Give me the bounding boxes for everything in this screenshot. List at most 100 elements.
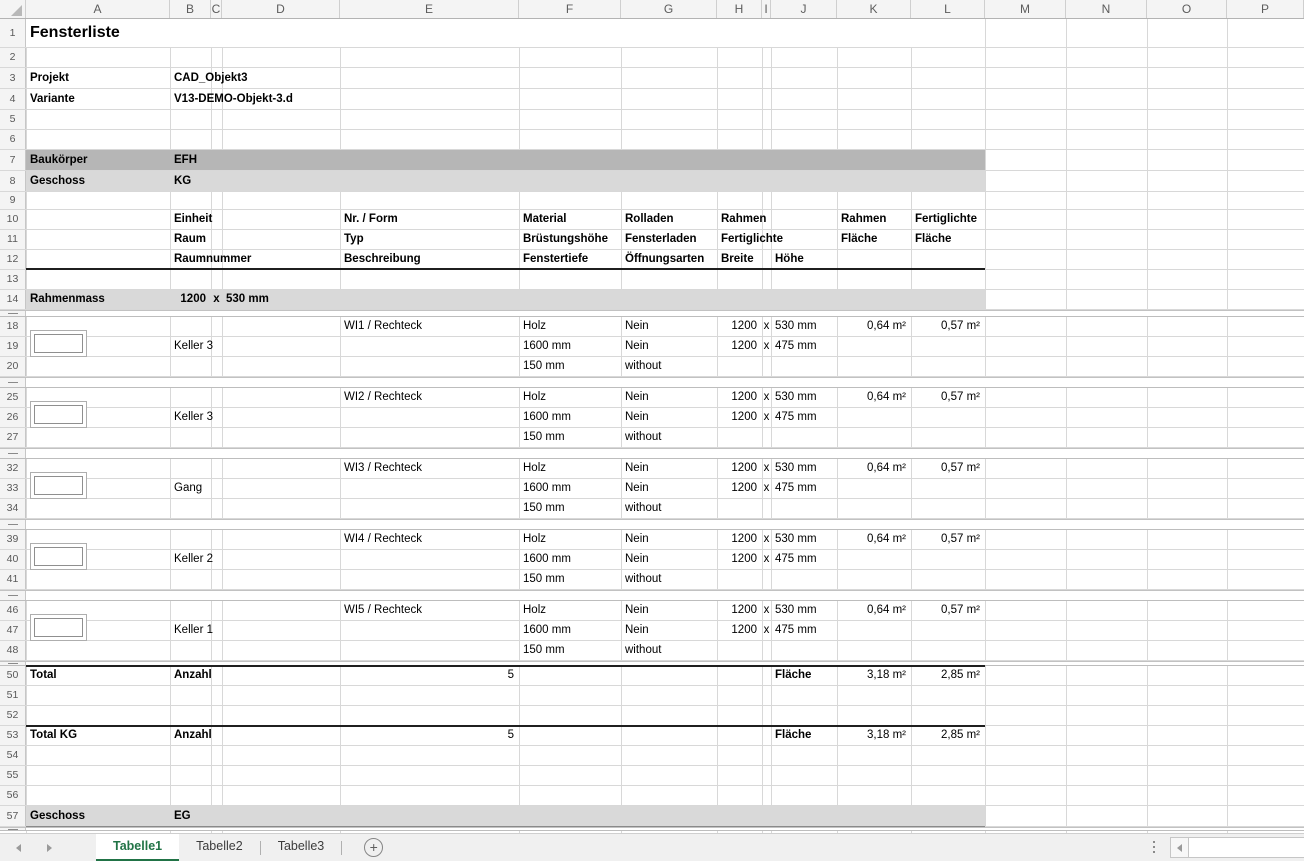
row-header-27[interactable]: 27 [0, 428, 26, 447]
column-header-E[interactable]: E [340, 0, 519, 18]
row-header-25[interactable]: 25 [0, 388, 26, 407]
row-header-18[interactable]: 18 [0, 317, 26, 336]
cell-A57[interactable]: Geschoss [30, 810, 85, 822]
cell-L46[interactable]: 0,57 m² [941, 604, 980, 616]
cell-E50[interactable]: 5 [507, 669, 514, 681]
sheet-tab-tabelle2[interactable]: Tabelle2 [196, 839, 243, 853]
cell-L11[interactable]: Fläche [915, 233, 952, 245]
cell-B14[interactable]: 1200 [180, 293, 206, 305]
column-header-M[interactable]: M [985, 0, 1066, 18]
row-header-55[interactable]: 55 [0, 766, 26, 785]
cell-F34[interactable]: 150 mm [523, 502, 565, 514]
cell-B53[interactable]: Anzahl [174, 729, 212, 741]
row-header-50[interactable]: 50 [0, 666, 26, 685]
cell-H12[interactable]: Breite [721, 253, 754, 265]
cell-L10[interactable]: Fertiglichte [915, 213, 977, 225]
row-header-46[interactable]: 46 [0, 601, 26, 620]
cell-A1[interactable]: Fensterliste [30, 24, 120, 41]
column-header-N[interactable]: N [1066, 0, 1147, 18]
window-elevation-drawing[interactable] [30, 401, 87, 428]
cell-G27[interactable]: without [625, 431, 662, 443]
cell-B7[interactable]: EFH [174, 154, 197, 166]
cell-J47[interactable]: 475 mm [775, 624, 817, 636]
cell-B50[interactable]: Anzahl [174, 669, 212, 681]
cell-I25[interactable]: x [763, 391, 770, 403]
cell-G34[interactable]: without [625, 502, 662, 514]
row-header-collapsed[interactable] [0, 520, 26, 529]
cell-G41[interactable]: without [625, 573, 662, 585]
cell-L50[interactable]: 2,85 m² [941, 669, 980, 681]
cell-J50[interactable]: Fläche [775, 669, 812, 681]
row-header-13[interactable]: 13 [0, 270, 26, 289]
cell-I33[interactable]: x [763, 482, 770, 494]
cell-G46[interactable]: Nein [625, 604, 649, 616]
cell-J25[interactable]: 530 mm [775, 391, 817, 403]
cell-B26[interactable]: Keller 3 [174, 411, 213, 423]
row-header-6[interactable]: 6 [0, 130, 26, 149]
cell-K25[interactable]: 0,64 m² [867, 391, 906, 403]
cell-K18[interactable]: 0,64 m² [867, 320, 906, 332]
cell-G25[interactable]: Nein [625, 391, 649, 403]
cell-F47[interactable]: 1600 mm [523, 624, 571, 636]
row-header-19[interactable]: 19 [0, 337, 26, 356]
cell-J40[interactable]: 475 mm [775, 553, 817, 565]
cell-B19[interactable]: Keller 3 [174, 340, 213, 352]
row-header-20[interactable]: 20 [0, 357, 26, 376]
row-header-9[interactable]: 9 [0, 192, 26, 209]
cell-B11[interactable]: Raum [174, 233, 206, 245]
cell-A8[interactable]: Geschoss [30, 175, 85, 187]
row-header-41[interactable]: 41 [0, 570, 26, 589]
window-elevation-drawing[interactable] [30, 614, 87, 641]
cell-F18[interactable]: Holz [523, 320, 547, 332]
cell-H11[interactable]: Fertiglichte [721, 233, 783, 245]
cell-L18[interactable]: 0,57 m² [941, 320, 980, 332]
cell-I47[interactable]: x [763, 624, 770, 636]
cell-H19[interactable]: 1200 [731, 340, 757, 352]
row-header-collapsed[interactable] [0, 378, 26, 387]
column-header-A[interactable]: A [26, 0, 170, 18]
cell-D14[interactable]: 530 mm [226, 293, 269, 305]
cell-F46[interactable]: Holz [523, 604, 547, 616]
cell-F32[interactable]: Holz [523, 462, 547, 474]
cell-B3[interactable]: CAD_Objekt3 [174, 72, 248, 84]
column-header-P[interactable]: P [1227, 0, 1304, 18]
cell-J12[interactable]: Höhe [775, 253, 804, 265]
cell-B8[interactable]: KG [174, 175, 192, 187]
tab-scroll-right-icon[interactable] [47, 843, 52, 852]
row-header-collapsed[interactable] [0, 662, 26, 665]
row-header-51[interactable]: 51 [0, 686, 26, 705]
column-header-H[interactable]: H [717, 0, 762, 18]
cell-K10[interactable]: Rahmen [841, 213, 887, 225]
cell-H46[interactable]: 1200 [731, 604, 757, 616]
cell-E18[interactable]: WI1 / Rechteck [344, 320, 422, 332]
cell-G20[interactable]: without [625, 360, 662, 372]
cell-G26[interactable]: Nein [625, 411, 649, 423]
cell-E11[interactable]: Typ [344, 233, 364, 245]
cell-K39[interactable]: 0,64 m² [867, 533, 906, 545]
row-header-53[interactable]: 53 [0, 726, 26, 745]
row-header-collapsed[interactable] [0, 449, 26, 458]
column-header-D[interactable]: D [222, 0, 340, 18]
cell-C14[interactable]: x [213, 293, 220, 305]
cell-E32[interactable]: WI3 / Rechteck [344, 462, 422, 474]
row-header-33[interactable]: 33 [0, 479, 26, 498]
cell-F25[interactable]: Holz [523, 391, 547, 403]
cell-G10[interactable]: Rolladen [625, 213, 674, 225]
cell-J33[interactable]: 475 mm [775, 482, 817, 494]
cell-A14[interactable]: Rahmenmass [30, 293, 105, 305]
cell-B40[interactable]: Keller 2 [174, 553, 213, 565]
cell-G39[interactable]: Nein [625, 533, 649, 545]
cell-A4[interactable]: Variante [30, 93, 75, 105]
cell-I26[interactable]: x [763, 411, 770, 423]
cell-E10[interactable]: Nr. / Form [344, 213, 398, 225]
cell-H40[interactable]: 1200 [731, 553, 757, 565]
column-header-C[interactable]: C [211, 0, 222, 18]
cell-J18[interactable]: 530 mm [775, 320, 817, 332]
cell-I46[interactable]: x [763, 604, 770, 616]
column-header-O[interactable]: O [1147, 0, 1227, 18]
hscroll-left-button[interactable] [1171, 838, 1189, 857]
cell-H39[interactable]: 1200 [731, 533, 757, 545]
row-header-34[interactable]: 34 [0, 499, 26, 518]
tabbar-resize-handle[interactable] [1152, 840, 1156, 855]
cell-G11[interactable]: Fensterladen [625, 233, 697, 245]
